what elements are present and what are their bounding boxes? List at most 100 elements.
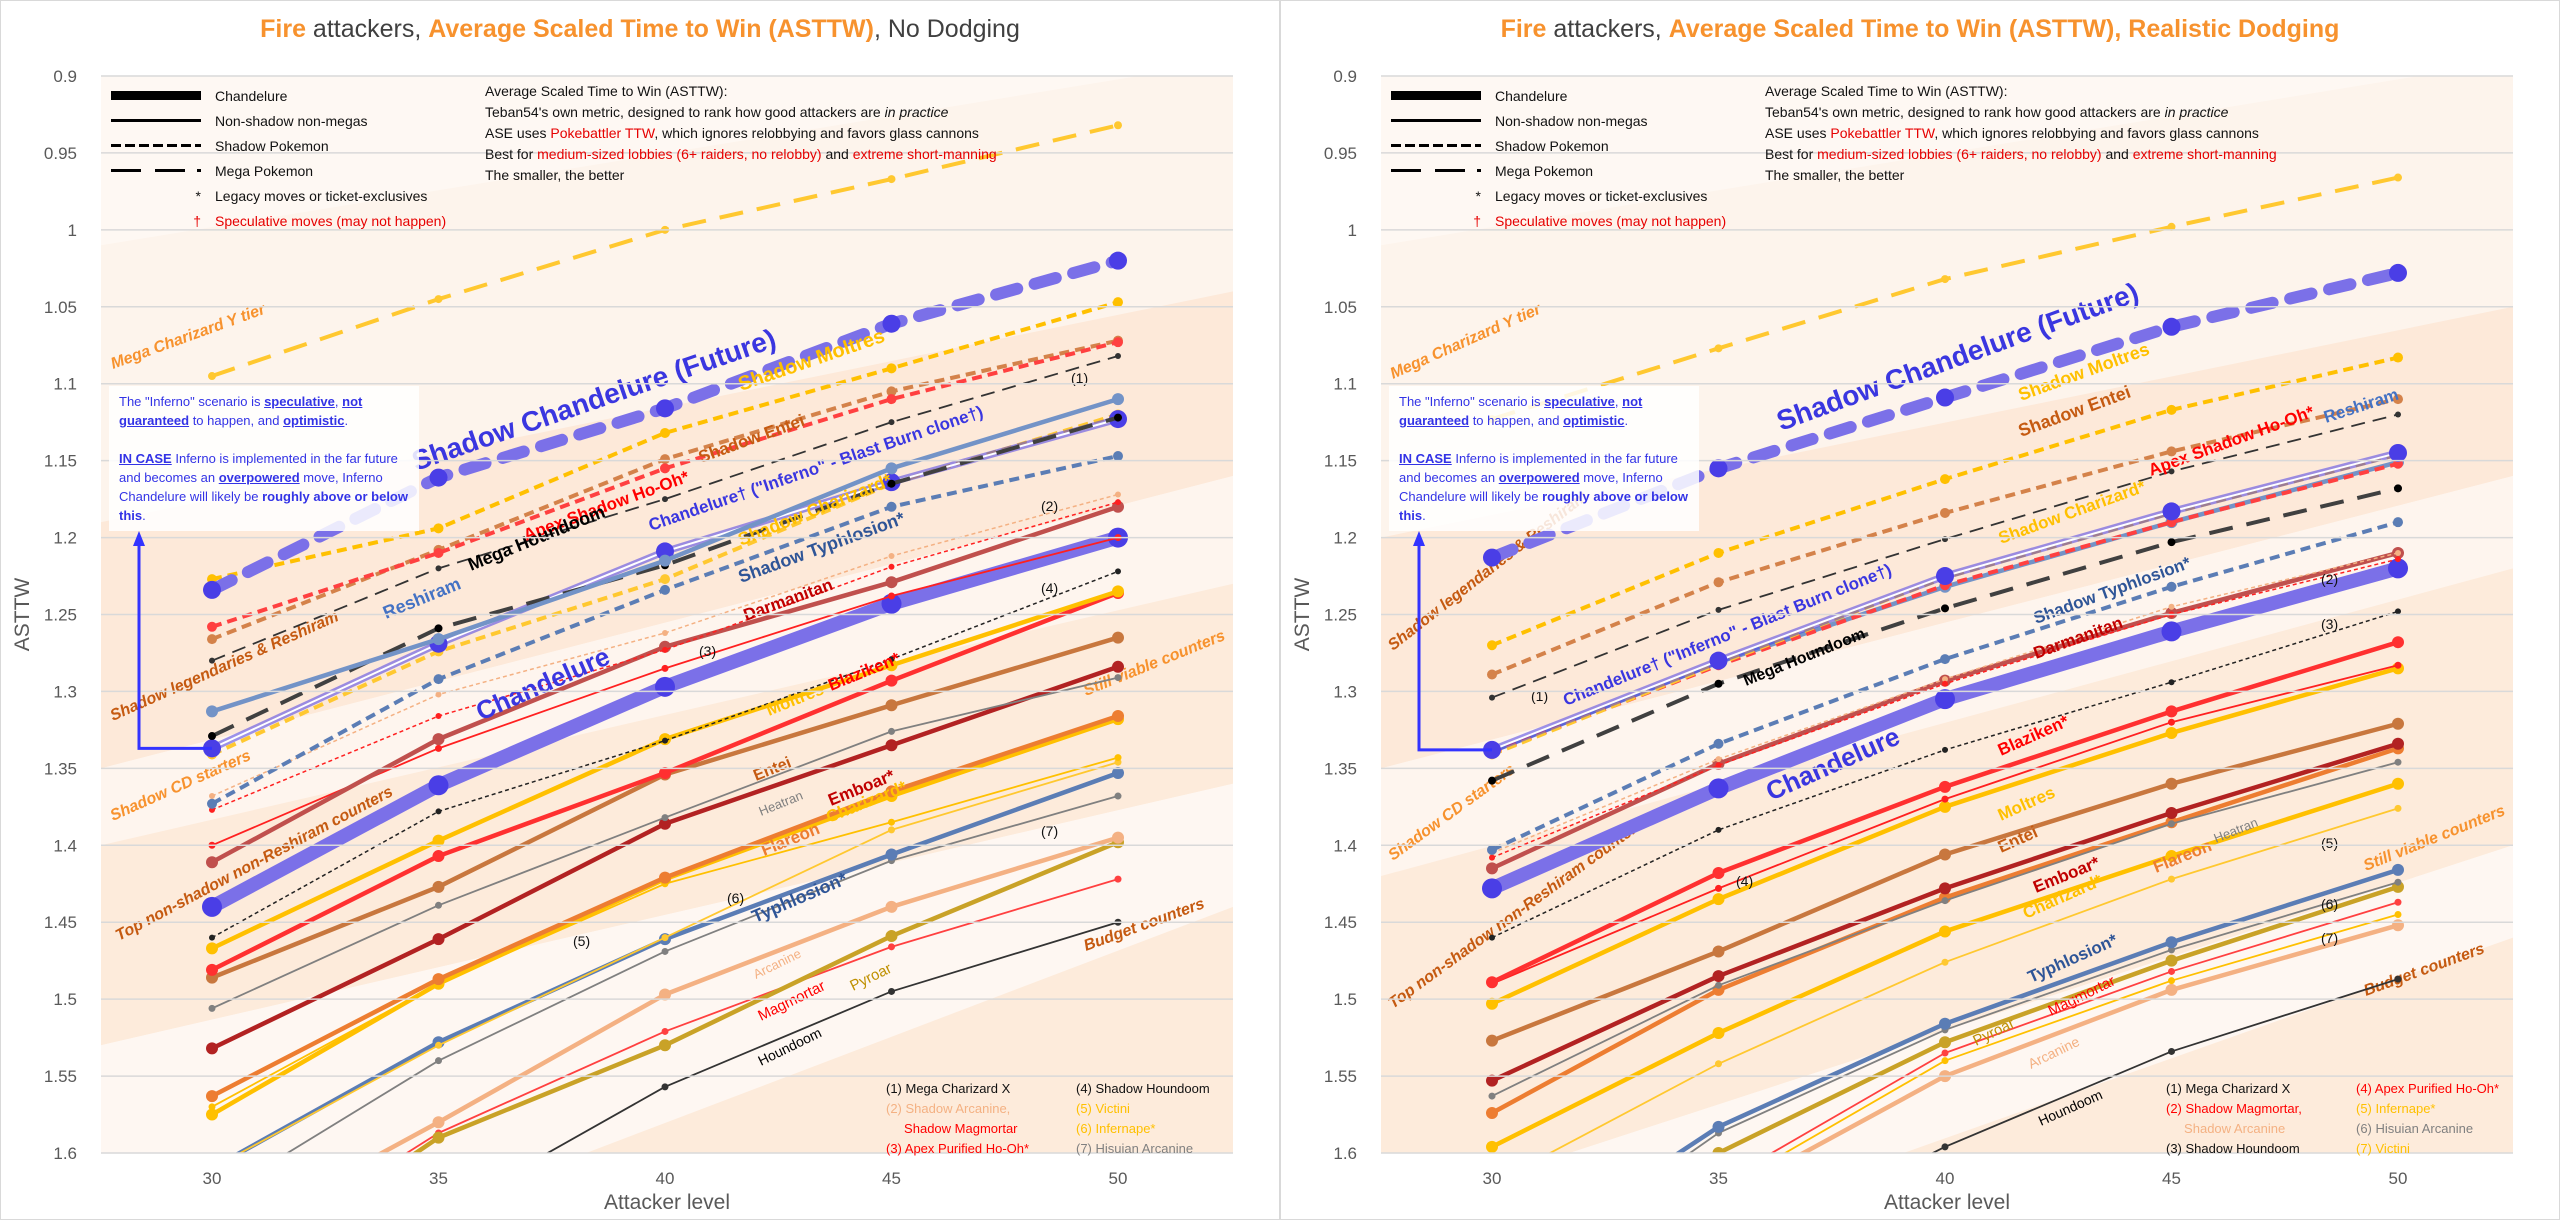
x-tick-label: 30 <box>203 1169 222 1188</box>
text: Pokebattler TTW <box>1830 125 1935 141</box>
note-paragraph: The "Inferno" scenario is speculative, n… <box>1399 392 1689 430</box>
y-tick-label: 1.25 <box>44 606 77 625</box>
chart-panel-realistic-dodging: Fire attackers, Average Scaled Time to W… <box>1280 0 2560 1220</box>
description-line: ASE uses Pokebattler TTW, which ignores … <box>485 123 997 144</box>
footnote-item: (2) Shadow Magmortar, <box>2166 1101 2302 1116</box>
data-point <box>1112 393 1124 406</box>
series-mega-charizard-y- <box>1488 173 2402 424</box>
footnote-item: (6) Infernape* <box>1076 1121 1156 1136</box>
x-tick-label: 40 <box>1936 1169 1955 1188</box>
legend-label: Legacy moves or ticket-exclusives <box>215 187 428 204</box>
data-point <box>2168 875 2175 883</box>
footnote-marker: (4) <box>1041 580 1058 596</box>
data-point <box>2165 777 2178 790</box>
data-point <box>1941 275 1949 284</box>
data-point <box>2394 898 2402 906</box>
data-point <box>1942 680 1948 687</box>
y-tick-label: 1.6 <box>1333 1144 1357 1163</box>
data-point <box>659 766 671 779</box>
data-point <box>885 462 898 475</box>
y-tick-label: 1.45 <box>44 913 77 932</box>
data-point <box>2168 679 2175 686</box>
data-point <box>2168 468 2175 475</box>
text: . <box>1624 413 1629 428</box>
data-point <box>660 427 670 438</box>
data-point <box>2167 222 2176 231</box>
data-point <box>1115 491 1121 498</box>
data-point <box>1941 1049 1949 1057</box>
data-point <box>1709 459 1728 478</box>
y-tick-label: 1.6 <box>53 1144 77 1163</box>
data-point <box>656 399 674 418</box>
data-point <box>208 1004 216 1012</box>
series-emboar- <box>1486 737 2404 1087</box>
series-shadow-moltres <box>207 297 1123 585</box>
legend-label: Shadow Pokemon <box>215 137 329 154</box>
text: roughly above or below this <box>1399 489 1688 523</box>
tier-band <box>586 906 1233 1153</box>
data-point <box>885 699 898 712</box>
data-point <box>1113 451 1123 462</box>
legend-item-speculative: † Speculative moves (may not happen) <box>111 208 446 233</box>
data-point <box>1112 710 1124 723</box>
text: IN CASE <box>1399 451 1452 466</box>
description-line: Average Scaled Time to Win (ASTTW): <box>1765 83 2008 99</box>
dagger-icon: † <box>1473 212 1481 229</box>
title-part: Fire <box>1500 15 1547 43</box>
data-point <box>1112 585 1124 598</box>
series-chandelure <box>202 527 1128 917</box>
series-line <box>1491 413 2399 699</box>
data-point <box>2394 804 2402 812</box>
footnote-marker: (5) <box>573 933 590 949</box>
text: . <box>344 413 349 428</box>
data-point <box>2168 603 2175 610</box>
data-point <box>2168 718 2175 726</box>
data-point <box>209 793 215 800</box>
y-tick-label: 1.55 <box>44 1067 77 1086</box>
data-point <box>1114 674 1122 682</box>
description-line: Best for medium-sized lobbies (6+ raider… <box>1765 144 2277 165</box>
footnote-item: (4) Shadow Houndoom <box>1076 1081 1210 1096</box>
data-point <box>2392 636 2404 649</box>
data-point <box>1713 547 1724 558</box>
y-tick-label: 1.4 <box>53 836 77 855</box>
inferno-note: The "Inferno" scenario is speculative, n… <box>1389 386 1699 531</box>
data-point <box>2392 863 2404 876</box>
text: Inferno is implemented in the far future… <box>119 451 398 485</box>
footnote-item: Shadow Magmortar <box>886 1121 1018 1136</box>
legend-label: Chandelure <box>1495 87 1568 104</box>
data-point <box>1712 866 1725 879</box>
footnote-marker: (6) <box>2321 896 2338 912</box>
series-entei <box>1486 717 2404 1047</box>
x-tick-label: 40 <box>656 1169 675 1188</box>
x-tick-label: 35 <box>429 1169 448 1188</box>
legend-label: Legacy moves or ticket-exclusives <box>1495 187 1708 204</box>
footnote-legend: (1) Mega Charizard X (4) Apex Purified Ho… <box>2166 1079 2546 1159</box>
data-point <box>1486 862 1498 875</box>
footnote-marker: (6) <box>727 890 744 906</box>
y-tick-label: 1.35 <box>1324 759 1357 778</box>
footnote-item: (3) Apex Purified Ho-Oh* <box>886 1141 1030 1156</box>
series-emboar- <box>206 660 1124 1055</box>
data-point <box>885 930 898 943</box>
data-point <box>885 576 898 589</box>
data-point <box>1712 893 1725 906</box>
y-tick-label: 1 <box>1348 221 1357 240</box>
data-point <box>1486 1106 1498 1119</box>
text: move, Inferno Chandelure will likely be <box>119 470 383 504</box>
description-line: Teban54's own metric, designed to rank h… <box>1765 102 2277 123</box>
footnote-item: (6) Hisuian Arcanine <box>2356 1121 2474 1136</box>
data-point <box>1936 388 1954 407</box>
text: not guaranteed <box>1399 394 1643 428</box>
data-point <box>661 1083 669 1091</box>
x-tick-label: 30 <box>1483 1169 1502 1188</box>
text: Inferno is implemented in the far future… <box>1399 451 1678 485</box>
legend-label: Speculative moves (may not happen) <box>1495 212 1727 229</box>
data-point <box>886 363 897 374</box>
data-point <box>1714 679 1723 688</box>
data-point <box>1112 766 1124 779</box>
data-point <box>1941 604 1949 613</box>
data-point <box>661 934 669 942</box>
data-point <box>1939 1017 1951 1030</box>
